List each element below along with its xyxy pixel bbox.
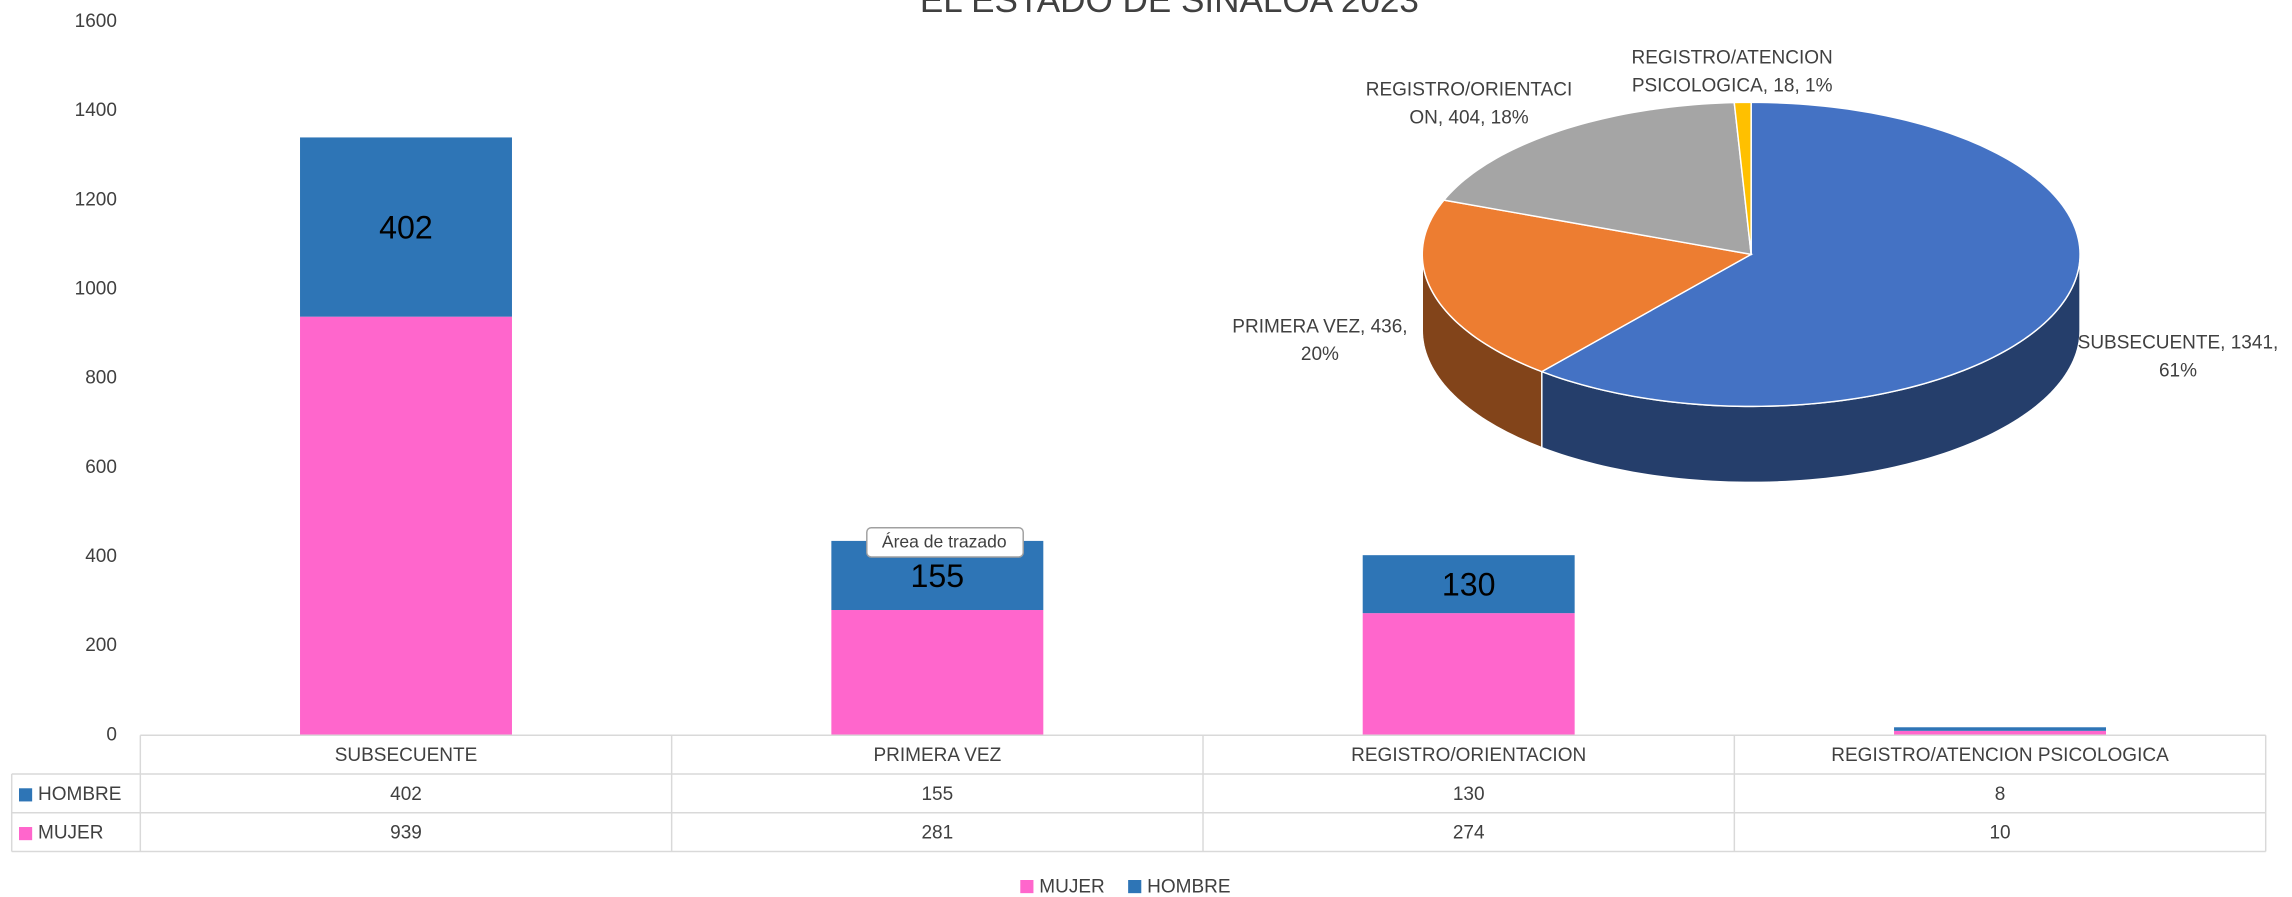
pie-slice xyxy=(1421,199,1754,373)
y-tick-label: 1000 xyxy=(75,278,117,299)
tooltip-box xyxy=(866,526,1024,558)
y-tick-label: 400 xyxy=(85,546,117,567)
y-tick-label: 0 xyxy=(106,724,117,745)
chart-title: EL ESTADO DE SINALOA 2023 xyxy=(920,0,1419,20)
legend-key xyxy=(1128,880,1142,894)
table-cell: 281 xyxy=(921,823,953,844)
legend-key xyxy=(1020,880,1034,894)
pie-data-label: ON, 404, 18% xyxy=(1409,107,1528,128)
bar-segment xyxy=(831,610,1044,736)
y-tick-label: 600 xyxy=(85,457,117,478)
y-tick-label: 200 xyxy=(85,635,117,656)
bar-segment xyxy=(300,316,512,736)
table-cell: 155 xyxy=(921,784,953,805)
legend-label: MUJER xyxy=(1039,876,1104,897)
pie-data-label: PRIMERA VEZ, 436, xyxy=(1232,316,1407,337)
pie-slice xyxy=(1540,101,2081,408)
y-tick-label: 1400 xyxy=(75,100,117,121)
bar-segment xyxy=(1362,613,1575,736)
pie-data-label: 20% xyxy=(1301,344,1339,365)
legend-label: HOMBRE xyxy=(1147,876,1230,897)
bar-segment xyxy=(1362,555,1575,614)
tooltip-text: Área de trazado xyxy=(882,532,1007,552)
table-legend-key xyxy=(19,788,33,802)
pie-data-label: SUBSECUENTE, 1341, xyxy=(2078,333,2279,354)
table-cell: 10 xyxy=(1989,823,2010,844)
x-tick-label: PRIMERA VEZ xyxy=(873,745,1001,766)
table-cell: 274 xyxy=(1453,823,1485,844)
x-tick-label: SUBSECUENTE xyxy=(335,745,478,766)
x-tick-label: REGISTRO/ATENCION PSICOLOGICA xyxy=(1831,745,2169,766)
table-row-label: MUJER xyxy=(38,823,103,844)
y-tick-label: 800 xyxy=(85,368,117,389)
table-cell: 402 xyxy=(390,784,422,805)
table-legend-key xyxy=(19,827,33,841)
table-cell: 130 xyxy=(1453,784,1485,805)
bar-segment xyxy=(1894,727,2106,731)
y-tick-label: 1600 xyxy=(75,11,117,32)
pie-data-label: 61% xyxy=(2159,360,2197,381)
data-label: 130 xyxy=(1442,567,1496,603)
data-label: 402 xyxy=(379,209,433,245)
pie-slice xyxy=(1442,101,1752,256)
table-cell: 939 xyxy=(390,823,422,844)
y-tick-label: 1200 xyxy=(75,189,117,210)
table-cell: 8 xyxy=(1995,784,2006,805)
pie-data-label: REGISTRO/ATENCION xyxy=(1632,48,1833,69)
bar-segment xyxy=(300,137,512,317)
bar-segment xyxy=(1894,730,2106,736)
x-tick-label: REGISTRO/ORIENTACION xyxy=(1351,745,1586,766)
pie-slice xyxy=(1733,101,1752,255)
table-row-label: HOMBRE xyxy=(38,784,121,805)
data-table xyxy=(10,734,2267,853)
data-label: 155 xyxy=(911,558,965,594)
pie-data-label: REGISTRO/ORIENTACI xyxy=(1366,80,1573,101)
pie-data-label: PSICOLOGICA, 18, 1% xyxy=(1632,75,1833,96)
